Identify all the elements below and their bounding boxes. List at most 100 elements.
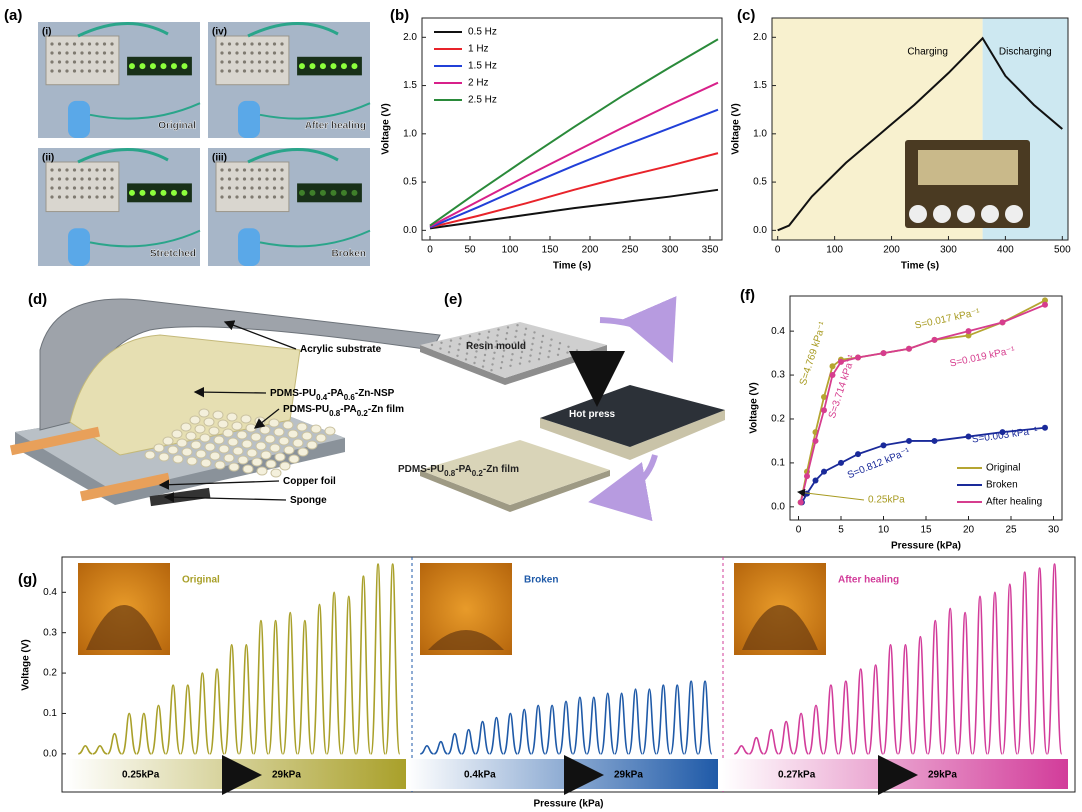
hole — [65, 42, 69, 46]
data-line — [429, 81, 719, 228]
y-axis-label: Voltage (V) — [749, 382, 760, 433]
led — [351, 189, 358, 196]
inset-dome — [428, 630, 504, 650]
hole — [272, 69, 277, 73]
hole — [265, 42, 269, 46]
panel-label: (g) — [18, 571, 37, 588]
micro-bump — [186, 456, 198, 466]
y-tick-label: 1.5 — [753, 80, 767, 91]
hole — [235, 177, 239, 181]
x-tick-label: 100 — [502, 245, 519, 256]
micro-bump — [185, 431, 197, 441]
signal-peak — [614, 692, 630, 755]
wire — [247, 22, 339, 38]
signal-peak — [778, 720, 795, 755]
led — [170, 63, 177, 70]
text-part: PDMS-PU — [270, 388, 316, 399]
hole — [220, 168, 224, 172]
micro-bump — [240, 414, 252, 424]
y-tick-label: 0.1 — [43, 708, 57, 719]
signal-peak — [165, 684, 181, 755]
data-line — [429, 108, 719, 229]
mould-dot — [477, 338, 480, 341]
hole — [242, 186, 247, 190]
photo-caption: After healing — [305, 121, 366, 132]
signal-peak — [282, 611, 299, 755]
hole — [235, 42, 239, 46]
hole — [220, 60, 224, 64]
signal-peak — [628, 688, 643, 755]
hole — [95, 51, 99, 55]
led-strip — [297, 183, 362, 203]
hole — [50, 177, 54, 181]
text-part: 0.8 — [329, 409, 341, 418]
signal-peak — [558, 700, 574, 755]
mould-dot — [490, 369, 493, 372]
mould-dot — [529, 354, 532, 357]
finger — [238, 228, 260, 266]
micro-bump — [218, 444, 230, 454]
data-point — [855, 354, 861, 361]
inset-button — [1005, 205, 1023, 223]
mould-dot — [548, 350, 551, 353]
micro-bump — [306, 440, 318, 450]
data-point — [999, 319, 1006, 326]
legend-label: After healing — [986, 497, 1042, 508]
y-tick-label: 2.0 — [753, 32, 767, 43]
data-point — [838, 358, 844, 365]
micro-bump — [231, 421, 243, 431]
hole — [220, 69, 224, 73]
mould-dot — [520, 350, 524, 354]
mould-dot — [515, 329, 518, 333]
inset-dome — [742, 605, 818, 650]
micro-bump — [260, 450, 272, 460]
signal-peak — [808, 704, 824, 755]
led — [298, 63, 305, 70]
resin-mould — [420, 322, 607, 378]
hole — [280, 42, 284, 46]
micro-bump — [181, 447, 193, 457]
micro-bump — [171, 429, 183, 439]
mould-dot — [531, 342, 534, 346]
mould-dot — [468, 335, 472, 338]
led — [298, 189, 305, 196]
slab-side — [420, 345, 607, 385]
led-strip — [297, 56, 362, 76]
signal-peak — [311, 603, 328, 755]
hot-press — [540, 385, 725, 447]
wire — [247, 148, 339, 164]
text-part: 0.6 — [344, 393, 356, 402]
callout-arrow — [158, 479, 280, 490]
hole — [265, 51, 269, 55]
signal-peak — [1016, 571, 1033, 755]
mould-dot — [566, 351, 569, 354]
hole — [102, 51, 107, 55]
legend-label: 1.5 Hz — [468, 61, 497, 72]
signal-peak — [927, 619, 944, 755]
micro-bump — [172, 454, 184, 464]
signal-peak — [326, 591, 342, 755]
y-tick-label: 1.0 — [753, 128, 767, 139]
wire — [259, 229, 371, 248]
legend-label: Original — [986, 463, 1020, 474]
x-tick-label: 50 — [464, 245, 476, 256]
finger — [238, 100, 260, 138]
text-part: 0.4 — [316, 393, 328, 402]
photo-caption: Stretched — [150, 249, 196, 260]
hole — [80, 168, 84, 172]
hole — [57, 186, 62, 190]
data-point — [838, 459, 844, 466]
mould-dot — [503, 343, 507, 346]
signal-peak — [669, 684, 685, 755]
annotation-arrow — [797, 488, 865, 501]
micro-bump — [283, 445, 295, 455]
hole — [235, 60, 239, 64]
mould-dot — [493, 351, 496, 354]
hole — [235, 168, 239, 172]
signal-peak — [516, 708, 532, 755]
hole — [272, 195, 277, 199]
hole — [87, 195, 92, 199]
micro-bump — [288, 454, 300, 464]
signal-peak — [986, 591, 1003, 755]
micro-bump — [189, 415, 201, 425]
